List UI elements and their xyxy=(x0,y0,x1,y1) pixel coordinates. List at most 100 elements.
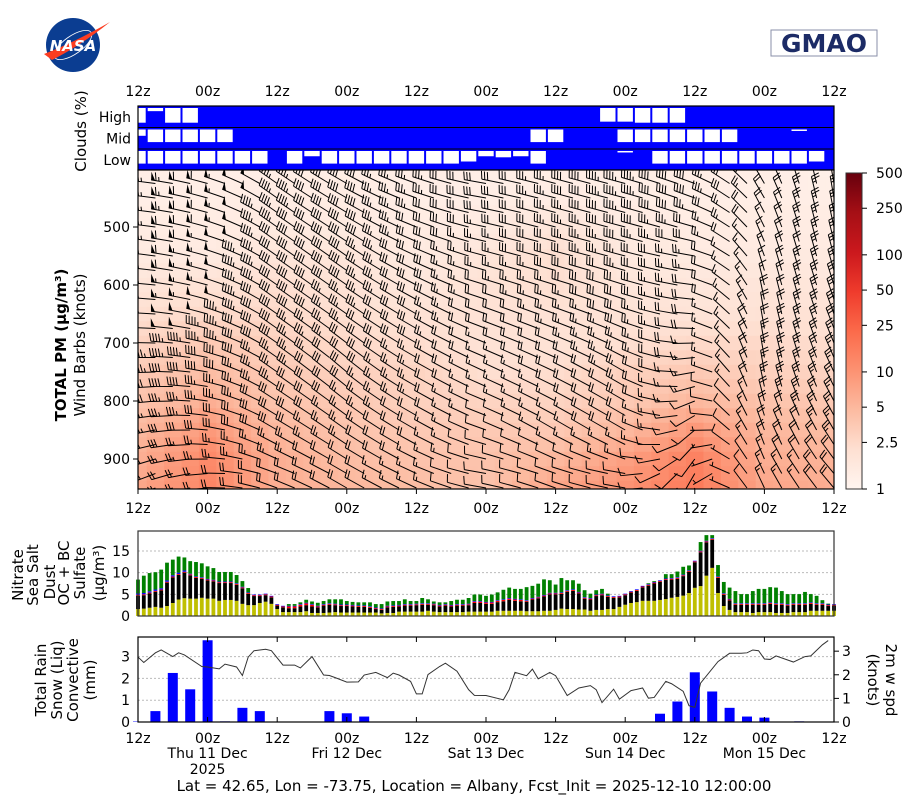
barb-staff xyxy=(636,418,661,431)
aerosol-bar-sea-salt xyxy=(373,607,378,609)
pm-cell xyxy=(616,422,635,438)
barb-staff xyxy=(691,269,713,286)
wind-barb xyxy=(258,177,278,199)
barb-staff xyxy=(670,319,695,329)
aerosol-bar-nitrate xyxy=(588,593,593,599)
wind-barb xyxy=(605,381,626,402)
precip-bar xyxy=(724,707,735,722)
barb-flag xyxy=(186,285,191,295)
wind-barb xyxy=(448,311,469,329)
wind-barb xyxy=(237,459,260,474)
aerosol-bar-sea-salt xyxy=(246,592,251,594)
aerosol-bar-dust xyxy=(576,592,581,594)
wind-barb xyxy=(655,197,678,213)
barb-staff xyxy=(276,351,295,373)
cloud-cell-mid xyxy=(199,129,216,143)
wind-barb xyxy=(151,244,173,257)
wind-barb xyxy=(150,258,173,271)
barb-staff xyxy=(731,203,748,228)
barb-staff xyxy=(186,276,208,286)
pm-cell xyxy=(546,321,565,337)
barb-staff xyxy=(535,354,556,373)
barb-staff xyxy=(809,273,819,300)
wind-barb xyxy=(621,398,643,416)
cloud-cell-low xyxy=(356,151,372,164)
barb-staff xyxy=(448,325,469,344)
aerosol-bar-sea-salt xyxy=(663,578,668,580)
wind-barb xyxy=(711,264,730,286)
aerosol-bar-oc-bc xyxy=(594,596,599,610)
pm-cell xyxy=(477,393,496,409)
wind-barb xyxy=(447,443,469,460)
wind-barb xyxy=(168,243,191,257)
pm-cell xyxy=(546,408,565,424)
aerosol-bar-sea-salt xyxy=(286,605,291,607)
wind-barb xyxy=(482,413,504,431)
wind-barb xyxy=(429,170,452,184)
wind-barb xyxy=(464,228,487,242)
barb-staff xyxy=(258,206,278,228)
wind-barb xyxy=(499,443,521,460)
wind-barb xyxy=(463,475,487,489)
aerosol-bar-nitrate xyxy=(542,579,546,595)
barb-staff xyxy=(498,184,521,199)
wind-barb xyxy=(713,377,730,402)
wind-barb xyxy=(361,469,382,489)
wind-barb xyxy=(713,305,730,329)
barb-staff xyxy=(293,279,313,300)
barb-staff xyxy=(805,419,818,445)
aerosol-bar-sulfate xyxy=(362,612,367,616)
aerosol-bar-sulfate xyxy=(298,612,303,616)
pm-cell xyxy=(529,335,548,351)
barb-staff xyxy=(168,200,191,213)
pm-cell xyxy=(198,234,217,250)
wind-barb xyxy=(185,329,208,344)
wind-barb xyxy=(620,270,643,286)
aerosol-bar-sea-salt xyxy=(269,595,274,597)
pm-cell xyxy=(790,335,809,351)
barb-flag xyxy=(168,185,173,195)
pm-cell xyxy=(198,480,217,489)
wind-barb xyxy=(221,311,243,329)
pm-ylabel: TOTAL PM (μg/m³) xyxy=(52,269,70,422)
aerosol-bar-nitrate xyxy=(362,602,367,606)
aerosol-bar-nitrate xyxy=(646,583,651,585)
pm-cell xyxy=(668,379,687,395)
wind-barb xyxy=(429,212,452,228)
pm-cell xyxy=(773,306,792,322)
pm-cell xyxy=(494,364,513,380)
pm-cell xyxy=(198,176,217,192)
barb-staff xyxy=(826,259,834,286)
aerosol-bar-sulfate xyxy=(785,612,790,616)
wind-barb xyxy=(653,347,678,358)
barb-staff xyxy=(568,256,591,271)
barb-staff xyxy=(412,471,434,489)
wind-barb xyxy=(585,460,608,474)
pm-cell xyxy=(268,170,287,177)
pm-cell xyxy=(372,219,391,235)
aerosol-bar-dust xyxy=(797,603,802,605)
pm-cell xyxy=(459,393,478,409)
wind-barb xyxy=(221,385,243,402)
pm-cell xyxy=(738,306,757,322)
wind-barb xyxy=(328,279,348,300)
barb-flag xyxy=(186,242,191,252)
aerosol-bar-dust xyxy=(727,599,732,601)
barb-staff xyxy=(760,346,769,373)
pm-cell xyxy=(407,393,426,409)
pm-cell xyxy=(564,379,583,395)
pm-cell xyxy=(372,335,391,351)
barb-staff xyxy=(447,443,469,460)
wind-barb xyxy=(736,288,748,315)
aerosol-bar-nitrate xyxy=(669,574,674,579)
aerosol-bar-oc-bc xyxy=(339,606,343,613)
wind-barb xyxy=(240,170,261,184)
pm-cell xyxy=(164,234,183,250)
pm-cell xyxy=(320,480,339,489)
precip-ytick-label: 1 xyxy=(121,693,130,709)
aerosol-bar-oc-bc xyxy=(176,574,181,600)
barb-staff xyxy=(481,444,504,460)
pm-cell xyxy=(285,170,304,177)
wind-barb xyxy=(344,170,365,184)
